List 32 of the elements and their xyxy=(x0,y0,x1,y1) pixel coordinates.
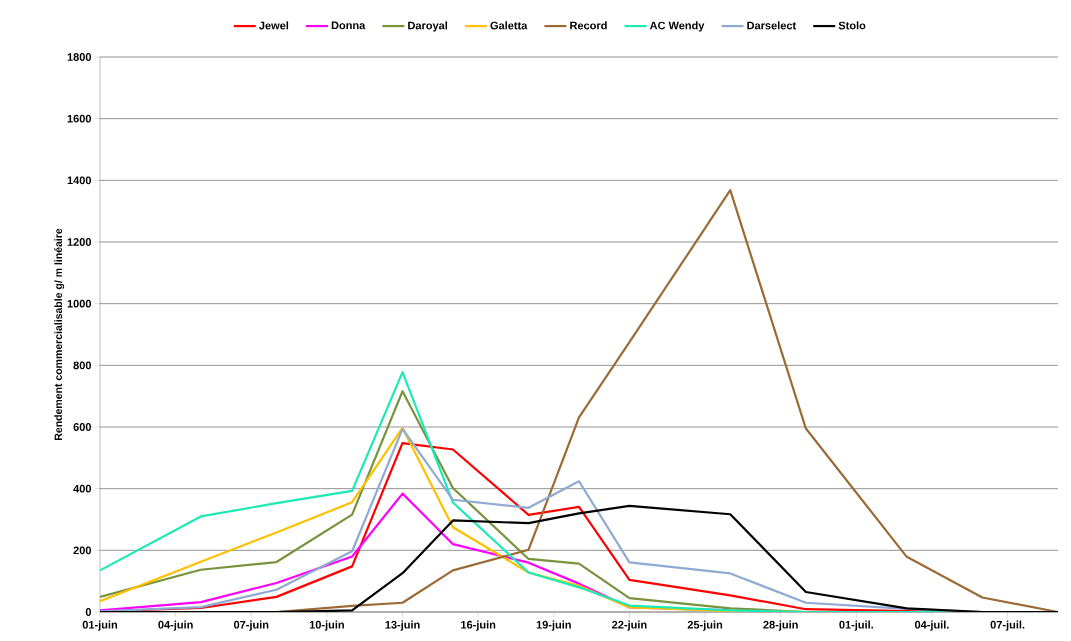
y-tick-label: 1400 xyxy=(67,176,92,185)
y-tick-label: 1000 xyxy=(67,299,92,308)
x-tick-label: 04-juil. xyxy=(914,620,949,631)
y-axis-title: Rendement commercialisable g/ m linéaire xyxy=(54,228,65,440)
legend-label: Galetta xyxy=(490,21,528,30)
x-tick-label: 28-juin xyxy=(763,620,798,631)
legend-label: Record xyxy=(570,21,607,30)
x-tick-label: 13-juin xyxy=(385,620,420,631)
y-tick-label: 600 xyxy=(73,423,92,431)
y-tick-label: 400 xyxy=(73,484,92,493)
y-tick-label: 1200 xyxy=(67,238,92,246)
legend-label: Darselect xyxy=(747,21,796,30)
legend-label: AC Wendy xyxy=(649,21,705,32)
x-tick-label: 07-juil. xyxy=(990,620,1025,631)
legend-label: Donna xyxy=(331,21,366,30)
y-tick-label: 800 xyxy=(73,361,92,370)
legend-label: Daroyal xyxy=(408,21,448,32)
y-tick-label: 200 xyxy=(73,546,92,555)
x-tick-label: 01-juil. xyxy=(839,620,873,631)
y-tick-label: 0 xyxy=(85,608,92,616)
x-tick-label: 04-juin xyxy=(158,620,193,631)
x-tick-label: 16-juin xyxy=(461,620,496,631)
legend-label: Stolo xyxy=(838,21,866,30)
x-tick-label: 25-juin xyxy=(687,620,723,631)
x-tick-label: 01-juin xyxy=(82,620,118,631)
x-tick-label: 22-juin xyxy=(612,620,647,631)
x-tick-label: 10-juin xyxy=(309,620,344,631)
x-tick-label: 07-juin xyxy=(233,620,269,631)
x-tick-label: 19-juin xyxy=(536,620,571,631)
y-tick-label: 1800 xyxy=(67,53,92,61)
legend-label: Jewel xyxy=(259,21,289,30)
y-tick-label: 1600 xyxy=(67,114,92,123)
